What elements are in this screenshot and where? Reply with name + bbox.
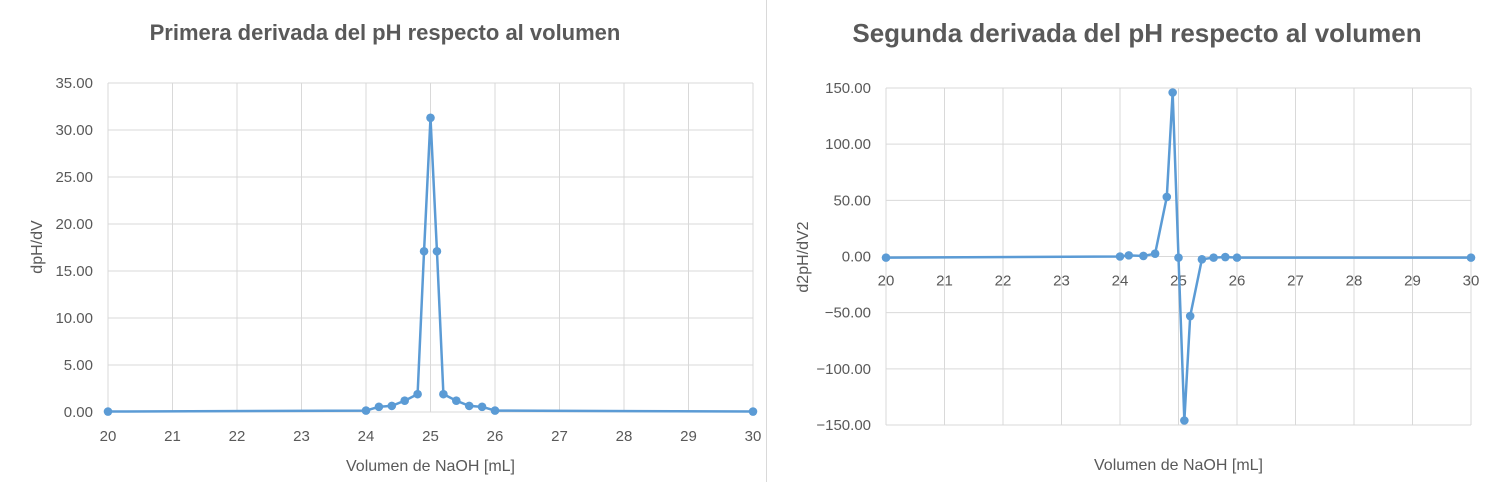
data-point-marker <box>361 406 371 415</box>
data-point-marker <box>1221 252 1230 262</box>
second-derivative-chart: Segunda derivada del pH respecto al volu… <box>795 18 1480 474</box>
y-tick-label: 50.00 <box>833 192 871 209</box>
y-tick-label: 150.00 <box>825 80 871 97</box>
data-point-marker <box>1150 249 1160 258</box>
y-tick-label: 35.00 <box>55 75 93 92</box>
data-point-marker <box>400 396 410 406</box>
x-tick-label: 24 <box>358 428 375 445</box>
y-tick-label: 20.00 <box>55 216 93 233</box>
x-tick-label: 21 <box>936 273 953 290</box>
y-tick-label: −50.00 <box>825 305 871 322</box>
data-point-marker <box>1124 251 1134 260</box>
data-point-marker <box>1197 255 1207 264</box>
x-tick-label: 24 <box>1112 273 1129 290</box>
y-tick-label: −100.00 <box>816 361 871 378</box>
x-tick-label: 28 <box>1346 273 1363 290</box>
y-tick-label: 0.00 <box>842 249 871 266</box>
second-derivative-chart-panel: Segunda derivada del pH respecto al volu… <box>767 0 1492 482</box>
first-derivative-chart: Primera derivada del pH respecto al volu… <box>29 20 762 475</box>
y-axis-label: d2pH/dV2 <box>795 221 812 292</box>
y-tick-label: 15.00 <box>55 263 93 280</box>
x-tick-label: 30 <box>1463 273 1480 290</box>
x-tick-label: 28 <box>616 428 633 445</box>
data-point-marker <box>413 389 422 399</box>
data-point-marker <box>1139 251 1148 261</box>
data-point-marker <box>1466 253 1476 262</box>
x-tick-label: 29 <box>1404 273 1421 290</box>
data-point-marker <box>387 401 397 411</box>
y-tick-label: 5.00 <box>64 357 93 374</box>
chart-title: Primera derivada del pH respecto al volu… <box>150 20 621 45</box>
y-tick-label: −150.00 <box>816 417 871 434</box>
data-point-marker <box>452 396 461 406</box>
x-tick-label: 26 <box>1229 273 1246 290</box>
x-tick-label: 20 <box>100 428 117 445</box>
data-point-marker <box>1180 416 1189 425</box>
x-tick-label: 22 <box>229 428 246 445</box>
data-point-marker <box>1209 253 1218 262</box>
data-point-marker <box>1174 253 1183 262</box>
data-point-marker <box>748 407 758 416</box>
x-tick-label: 23 <box>293 428 310 445</box>
data-point-marker <box>477 402 487 412</box>
x-axis-label: Volumen de NaOH [mL] <box>346 458 515 475</box>
x-tick-label: 27 <box>551 428 568 445</box>
x-tick-label: 23 <box>1053 273 1070 290</box>
first-derivative-chart-panel: Primera derivada del pH respecto al volu… <box>29 20 762 475</box>
data-point-marker <box>374 402 384 412</box>
data-point-marker <box>490 406 500 415</box>
panel-divider <box>766 0 767 482</box>
x-axis-label: Volumen de NaOH [mL] <box>1094 457 1263 474</box>
data-point-marker <box>103 407 113 416</box>
chart-title: Segunda derivada del pH respecto al volu… <box>852 18 1421 48</box>
x-tick-label: 22 <box>995 273 1012 290</box>
y-axis-label: dpH/dV <box>29 220 46 274</box>
x-tick-label: 25 <box>422 428 439 445</box>
data-point-marker <box>1162 192 1172 202</box>
x-tick-label: 29 <box>680 428 697 445</box>
x-tick-label: 27 <box>1287 273 1304 290</box>
data-point-marker <box>439 389 448 399</box>
x-tick-label: 20 <box>878 273 895 290</box>
y-tick-label: 100.00 <box>825 136 871 153</box>
data-point-marker <box>426 113 435 123</box>
data-point-marker <box>1168 88 1177 97</box>
x-tick-label: 30 <box>745 428 762 445</box>
y-tick-label: 30.00 <box>55 122 93 139</box>
y-tick-label: 0.00 <box>64 404 93 421</box>
y-tick-label: 10.00 <box>55 310 93 327</box>
data-point-marker <box>881 253 891 262</box>
data-point-marker <box>432 246 442 256</box>
data-point-marker <box>1115 252 1125 261</box>
x-tick-label: 21 <box>164 428 181 445</box>
data-point-marker <box>1185 311 1195 321</box>
data-point-marker <box>1232 253 1242 262</box>
data-point-marker <box>464 401 474 411</box>
y-tick-label: 25.00 <box>55 169 93 186</box>
data-point-marker <box>419 246 429 256</box>
x-tick-label: 26 <box>487 428 504 445</box>
